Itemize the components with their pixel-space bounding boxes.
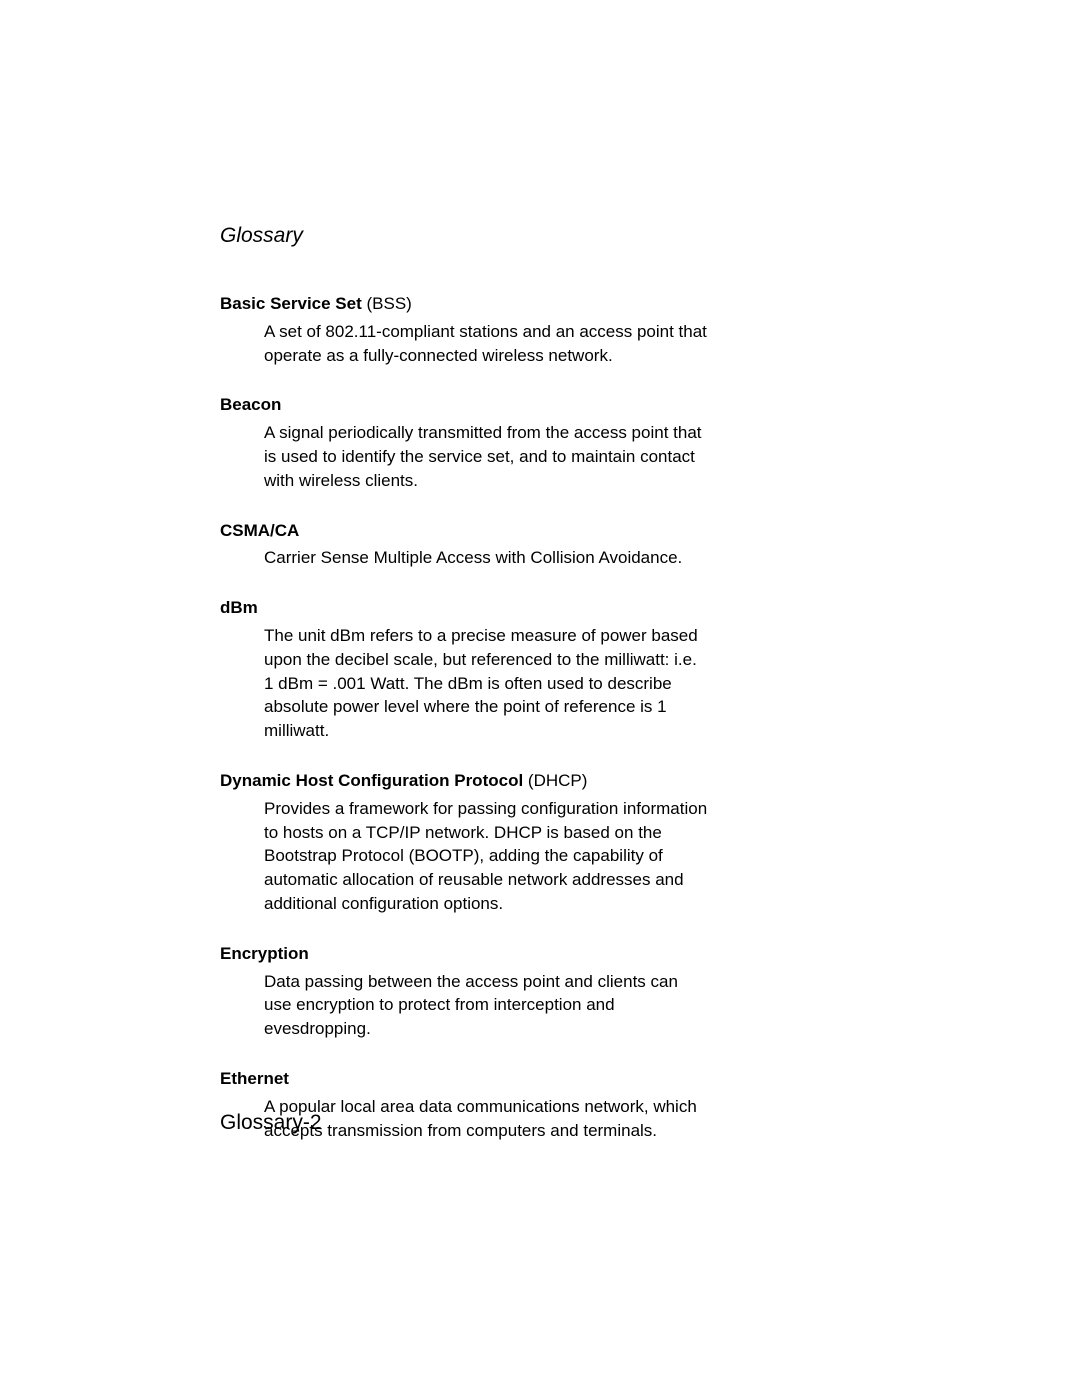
term-line: Beacon (220, 393, 860, 417)
term-normal: (BSS) (362, 294, 412, 313)
term-bold: Beacon (220, 395, 281, 414)
glossary-entry: CSMA/CA Carrier Sense Multiple Access wi… (220, 519, 860, 571)
term-bold: dBm (220, 598, 258, 617)
page-footer: Glossary-2 (220, 1111, 322, 1135)
glossary-entry: Basic Service Set (BSS) A set of 802.11-… (220, 292, 860, 367)
term-bold: Basic Service Set (220, 294, 362, 313)
definition: Carrier Sense Multiple Access with Colli… (220, 546, 710, 570)
definition: A set of 802.11-compliant stations and a… (220, 320, 710, 368)
glossary-entry: Dynamic Host Configuration Protocol (DHC… (220, 769, 860, 916)
page-content: Glossary Basic Service Set (BSS) A set o… (0, 0, 1080, 1142)
term-bold: Dynamic Host Configuration Protocol (220, 771, 523, 790)
definition: A signal periodically transmitted from t… (220, 421, 710, 492)
glossary-entry: Encryption Data passing between the acce… (220, 942, 860, 1041)
term-bold: Ethernet (220, 1069, 289, 1088)
definition: The unit dBm refers to a precise measure… (220, 624, 710, 743)
term-line: Basic Service Set (BSS) (220, 292, 860, 316)
term-line: Encryption (220, 942, 860, 966)
page-header: Glossary (220, 224, 860, 248)
term-bold: Encryption (220, 944, 309, 963)
glossary-entry: dBm The unit dBm refers to a precise mea… (220, 596, 860, 743)
term-line: dBm (220, 596, 860, 620)
definition: Provides a framework for passing configu… (220, 797, 710, 916)
term-bold: CSMA/CA (220, 521, 299, 540)
term-normal: (DHCP) (523, 771, 587, 790)
term-line: CSMA/CA (220, 519, 860, 543)
term-line: Dynamic Host Configuration Protocol (DHC… (220, 769, 860, 793)
definition: Data passing between the access point an… (220, 970, 710, 1041)
term-line: Ethernet (220, 1067, 860, 1091)
glossary-entry: Beacon A signal periodically transmitted… (220, 393, 860, 492)
